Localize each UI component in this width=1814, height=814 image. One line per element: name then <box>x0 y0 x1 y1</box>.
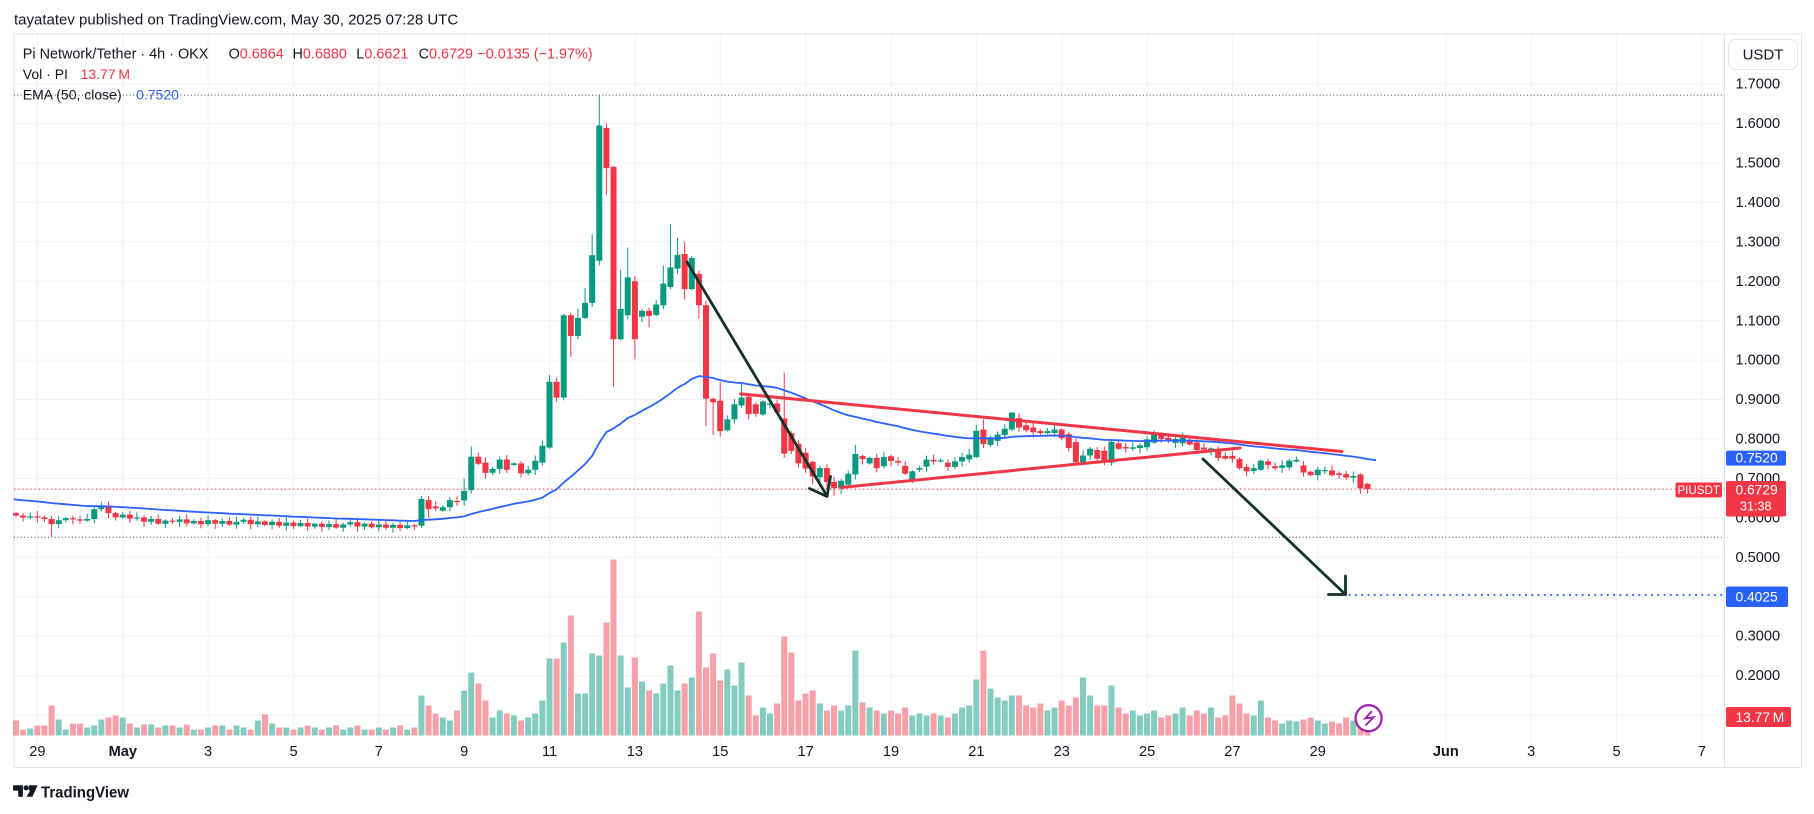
svg-text:EMA (50, close)0.7520: EMA (50, close) 0.7520 <box>23 87 179 103</box>
svg-text:11: 11 <box>542 744 557 760</box>
svg-text:0.9000: 0.9000 <box>1736 392 1781 408</box>
svg-text:1.7000: 1.7000 <box>1736 77 1781 93</box>
svg-text:13.77 M: 13.77 M <box>1736 710 1785 725</box>
svg-text:PIUSDT: PIUSDT <box>1677 484 1720 497</box>
svg-text:3: 3 <box>1527 744 1535 760</box>
svg-text:29: 29 <box>1310 744 1326 760</box>
svg-text:15: 15 <box>712 744 728 760</box>
svg-text:1.3000: 1.3000 <box>1736 234 1781 250</box>
svg-text:13: 13 <box>627 744 643 760</box>
svg-text:1.1000: 1.1000 <box>1736 313 1781 329</box>
svg-text:21: 21 <box>968 744 984 760</box>
svg-text:tayatatev published on Trading: tayatatev published on TradingView.com, … <box>14 11 458 28</box>
svg-text:1.4000: 1.4000 <box>1736 195 1781 211</box>
svg-text:7: 7 <box>375 744 383 760</box>
svg-text:1.5000: 1.5000 <box>1736 156 1781 172</box>
svg-text:3: 3 <box>204 744 212 760</box>
svg-text:7: 7 <box>1698 744 1706 760</box>
svg-text:17: 17 <box>797 744 813 760</box>
svg-text:May: May <box>109 744 138 760</box>
svg-text:31:38: 31:38 <box>1740 500 1772 514</box>
svg-text:25: 25 <box>1139 744 1155 760</box>
svg-text:0.8000: 0.8000 <box>1736 432 1781 448</box>
svg-text:0.4025: 0.4025 <box>1736 590 1779 605</box>
svg-text:0.7520: 0.7520 <box>1736 451 1779 466</box>
svg-text:0.3000: 0.3000 <box>1736 629 1781 645</box>
svg-text:23: 23 <box>1054 744 1070 760</box>
svg-text:0.5000: 0.5000 <box>1736 550 1781 566</box>
svg-text:27: 27 <box>1224 744 1240 760</box>
svg-text:1.6000: 1.6000 <box>1736 116 1781 132</box>
svg-text:5: 5 <box>1613 744 1621 760</box>
svg-text:19: 19 <box>883 744 899 760</box>
svg-text:TradingView: TradingView <box>41 784 130 801</box>
svg-text:1.2000: 1.2000 <box>1736 274 1781 290</box>
svg-text:1.0000: 1.0000 <box>1736 353 1781 369</box>
svg-text:0.2000: 0.2000 <box>1736 668 1781 684</box>
svg-text:5: 5 <box>289 744 297 760</box>
svg-text:9: 9 <box>460 744 468 760</box>
svg-text:Jun: Jun <box>1433 744 1459 760</box>
svg-text:0.6729: 0.6729 <box>1736 482 1779 497</box>
svg-text:29: 29 <box>29 744 45 760</box>
svg-text:USDT: USDT <box>1743 47 1784 64</box>
